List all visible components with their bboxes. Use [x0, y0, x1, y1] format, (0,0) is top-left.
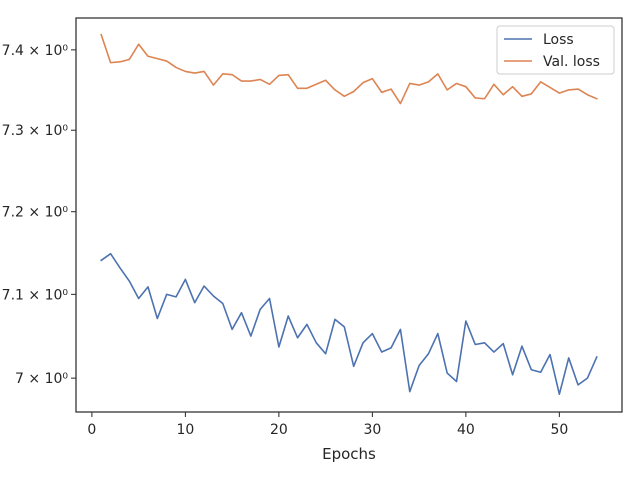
legend-label-loss: Loss — [543, 32, 574, 48]
y-tick-label: 7.4 × 10⁰ — [2, 43, 69, 59]
y-tick-label: 7.3 × 10⁰ — [2, 123, 69, 139]
x-tick-label: 50 — [550, 422, 568, 438]
series-line-loss — [100, 252, 598, 396]
y-tick-label: 7.2 × 10⁰ — [2, 205, 69, 221]
x-tick-label: 30 — [363, 422, 381, 438]
axes-frame — [75, 17, 623, 413]
x-tick-label: 10 — [176, 422, 194, 438]
series-layer — [100, 33, 598, 396]
series-line-val-loss — [100, 33, 598, 105]
legend-box — [496, 25, 615, 75]
y-tick-label: 7 × 10⁰ — [15, 371, 68, 387]
x-tick-label: 40 — [457, 422, 475, 438]
x-tick-label: 20 — [270, 422, 288, 438]
legend: Loss Val. loss — [496, 25, 615, 75]
legend-label-val-loss: Val. loss — [543, 54, 600, 70]
x-tick-label: 0 — [87, 422, 96, 438]
x-axis-label: Epochs — [322, 445, 376, 463]
axes-layer: 0 10 20 30 40 50 7 × 10⁰ 7.1 × 10⁰ 7.2 × 10⁰ 7.3 … — [2, 17, 623, 438]
y-tick-label: 7.1 × 10⁰ — [2, 287, 69, 303]
